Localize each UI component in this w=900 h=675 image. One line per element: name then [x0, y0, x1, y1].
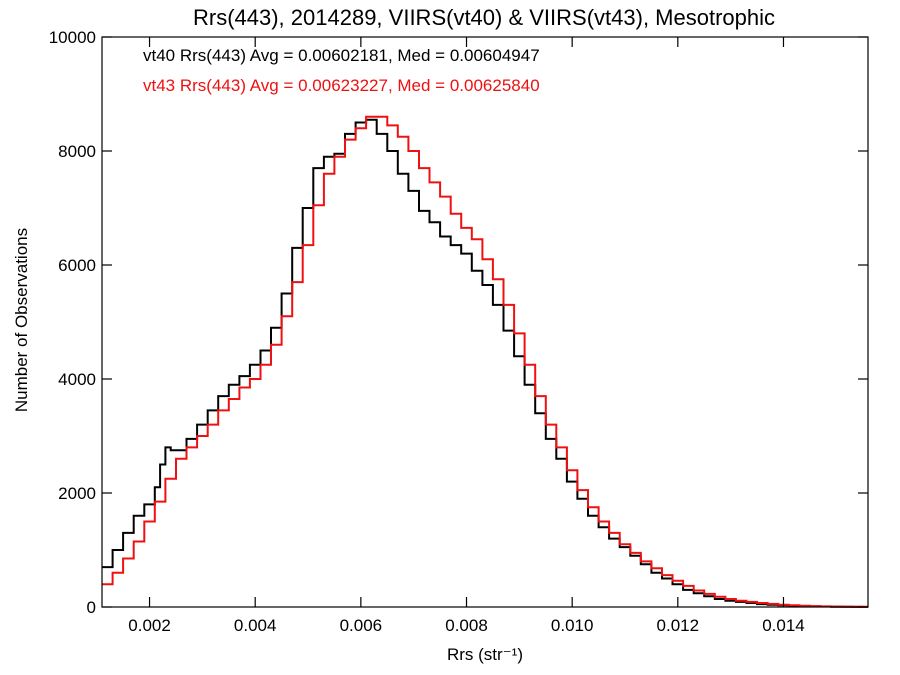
y-tick-label: 6000 — [58, 256, 96, 275]
series-line-vt43 — [102, 115, 868, 608]
x-tick-label: 0.006 — [340, 616, 383, 635]
y-tick-label: 8000 — [58, 142, 96, 161]
y-tick-label: 4000 — [58, 370, 96, 389]
x-tick-label: 0.008 — [445, 616, 488, 635]
x-tick-label: 0.010 — [551, 616, 594, 635]
plot-frame — [101, 36, 869, 608]
x-tick-label: 0.002 — [128, 616, 171, 635]
chart-title: Rrs(443), 2014289, VIIRS(vt40) & VIIRS(v… — [193, 5, 775, 30]
plot-area — [102, 115, 868, 608]
y-tick-label: 0 — [87, 598, 96, 617]
y-axis-label: Number of Observations — [12, 228, 31, 412]
x-tick-label: 0.004 — [234, 616, 277, 635]
x-tick-label: 0.012 — [657, 616, 700, 635]
x-axis: 0.002 0.004 0.006 0.008 0.010 0.012 0.014 — [128, 37, 805, 635]
y-tick-label: 10000 — [49, 28, 96, 47]
legend-entry-vt40: vt40 Rrs(443) Avg = 0.00602181, Med = 0.… — [143, 46, 540, 65]
x-tick-label: 0.014 — [762, 616, 805, 635]
legend-entry-vt43: vt43 Rrs(443) Avg = 0.00623227, Med = 0.… — [143, 76, 540, 95]
x-axis-label: Rrs (str⁻¹) — [447, 645, 523, 664]
y-tick-label: 2000 — [58, 484, 96, 503]
y-axis: 0 2000 4000 6000 8000 10000 — [49, 28, 868, 617]
